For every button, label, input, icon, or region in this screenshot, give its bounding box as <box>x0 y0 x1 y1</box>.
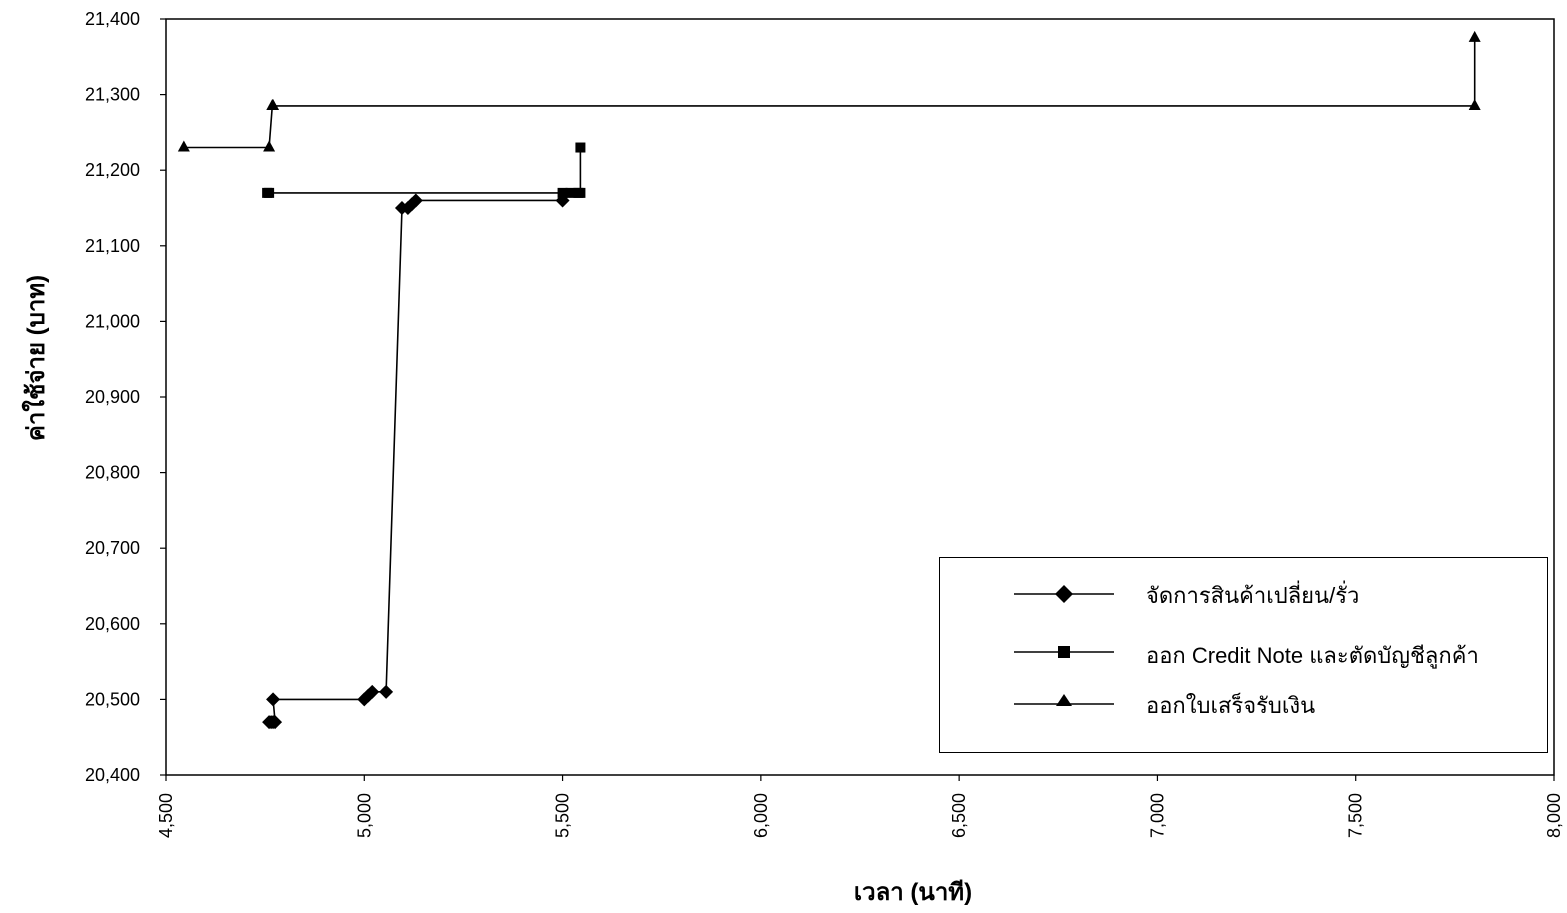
data-point <box>177 140 190 152</box>
legend-label: จัดการสินค้าเปลี่ยน/รั่ว <box>1146 583 1360 608</box>
x-tick-label: 4,500 <box>156 793 176 838</box>
x-tick-label: 6,500 <box>949 793 969 838</box>
x-tick-label: 7,000 <box>1147 793 1167 838</box>
y-tick-label: 21,400 <box>85 9 140 29</box>
data-point <box>264 187 275 198</box>
y-tick-label: 20,400 <box>85 765 140 785</box>
x-axis-title: เวลา (นาที) <box>854 879 972 906</box>
y-tick-label: 20,900 <box>85 387 140 407</box>
y-tick-label: 20,500 <box>85 689 140 709</box>
series-layer <box>177 30 1481 730</box>
y-tick-label: 21,100 <box>85 236 140 256</box>
data-point <box>263 140 276 152</box>
data-point <box>1468 98 1481 110</box>
y-tick-label: 21,000 <box>85 311 140 331</box>
legend: จัดการสินค้าเปลี่ยน/รั่ว ออก Credit Note… <box>939 557 1548 753</box>
diamond-marker-icon <box>1055 585 1073 603</box>
data-point <box>575 187 586 198</box>
data-point <box>565 187 576 198</box>
y-tick-label: 20,700 <box>85 538 140 558</box>
x-tick-label: 5,000 <box>354 793 374 838</box>
triangle-marker-icon <box>1056 694 1072 706</box>
x-axis: 4,500 5,000 5,500 6,000 6,500 7,000 7,500 8,000 <box>156 775 1564 838</box>
y-axis: 20,400 20,500 20,600 20,700 20,800 20,900 21,0… <box>85 9 166 785</box>
legend-item: จัดการสินค้าเปลี่ยน/รั่ว <box>940 572 1547 612</box>
data-point <box>575 142 586 153</box>
y-tick-label: 21,200 <box>85 160 140 180</box>
data-point <box>267 98 280 110</box>
data-point <box>1468 30 1481 42</box>
x-tick-label: 6,000 <box>751 793 771 838</box>
data-point <box>268 715 283 730</box>
y-axis-title: ค่าใช้จ่าย (บาท) <box>21 275 50 441</box>
x-tick-label: 8,000 <box>1544 793 1564 838</box>
legend-swatch <box>1014 694 1114 706</box>
y-tick-label: 21,300 <box>85 85 140 105</box>
legend-item: ออก Credit Note และตัดบัญชีลูกค้า <box>940 632 1547 672</box>
x-tick-label: 7,500 <box>1346 793 1366 838</box>
data-point <box>365 684 380 699</box>
legend-item: ออกใบเสร็จรับเงิน <box>940 682 1547 722</box>
data-point <box>408 193 423 208</box>
legend-label: ออกใบเสร็จรับเงิน <box>1146 693 1316 718</box>
legend-label: ออก Credit Note และตัดบัญชีลูกค้า <box>1146 643 1479 668</box>
x-tick-label: 5,500 <box>553 793 573 838</box>
data-point <box>266 692 281 707</box>
data-point <box>557 187 568 198</box>
y-tick-label: 20,800 <box>85 463 140 483</box>
square-marker-icon <box>1058 646 1070 658</box>
legend-swatch <box>1014 646 1114 658</box>
legend-swatch <box>1014 585 1114 603</box>
y-tick-label: 20,600 <box>85 614 140 634</box>
data-point <box>379 684 394 699</box>
